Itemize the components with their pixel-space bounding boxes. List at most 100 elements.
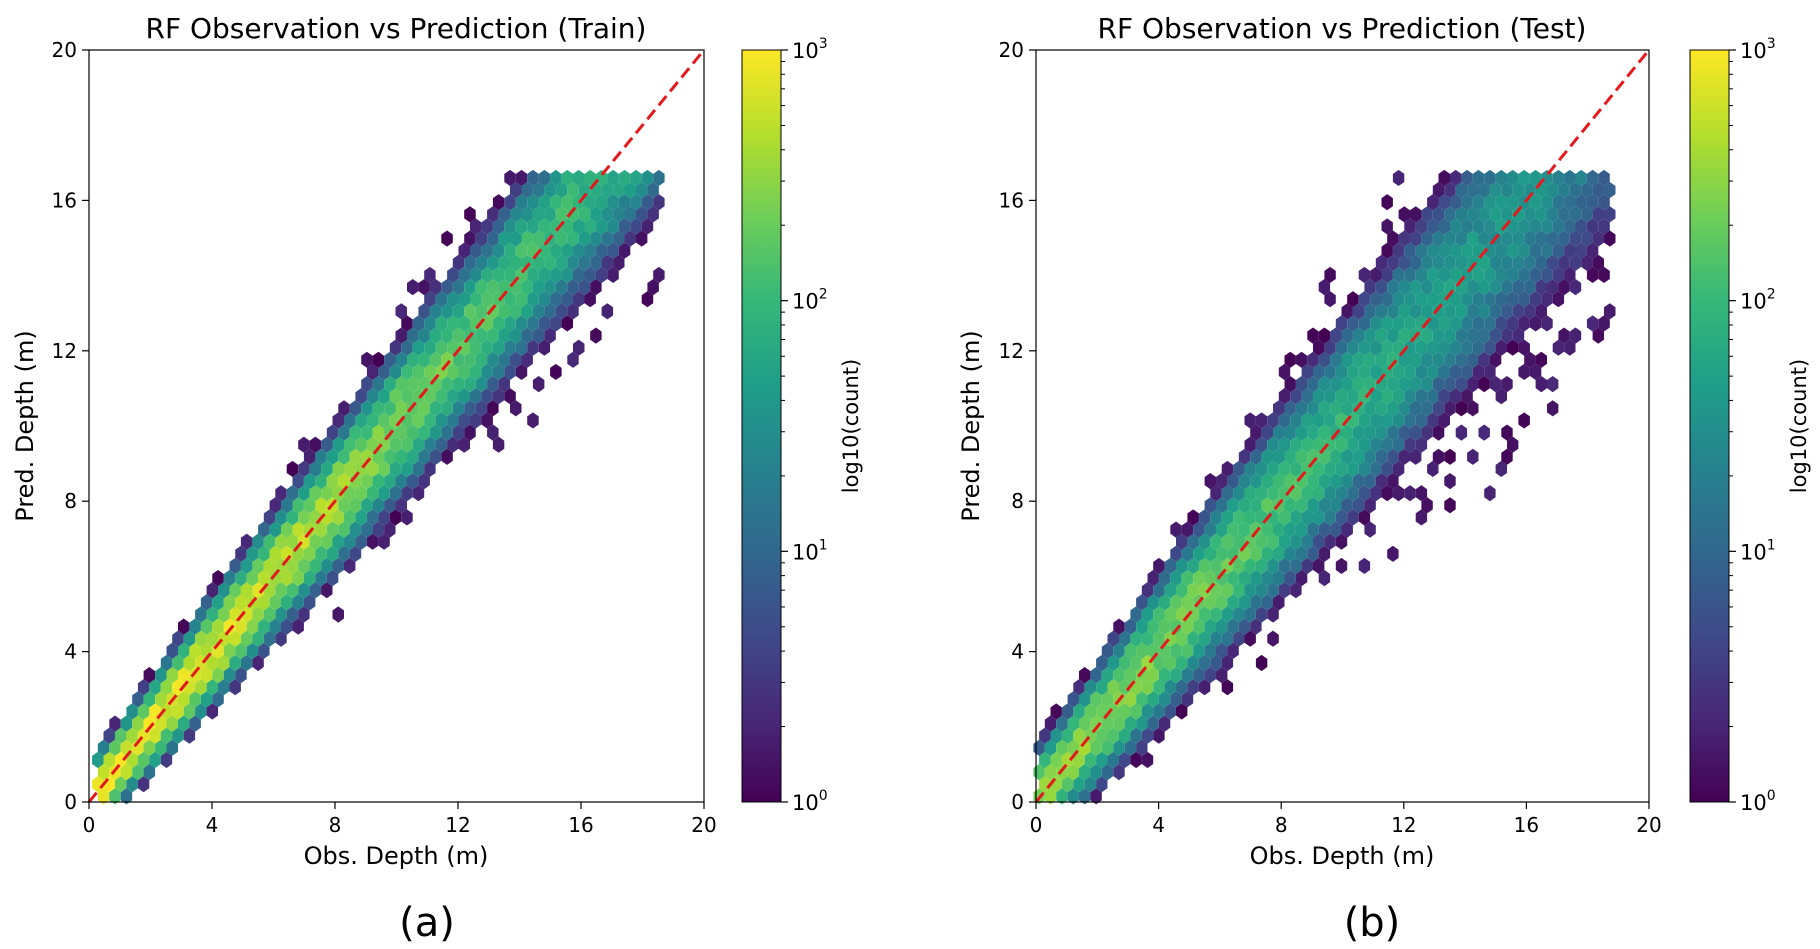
hexbin-cell (1364, 424, 1376, 441)
hexbin-cell (252, 533, 264, 550)
hexbin-cell (275, 606, 287, 623)
hexbin-cell (527, 266, 539, 283)
hexbin-cell (487, 327, 499, 344)
hexbin-cell (1592, 327, 1604, 344)
hexbin-cell (1461, 169, 1473, 186)
hexbin-cell (326, 570, 339, 587)
hexbin-cell (137, 703, 150, 720)
hexbin-cell (361, 400, 373, 417)
hexbin-cell (1592, 230, 1604, 247)
hexbin-cell (447, 412, 459, 429)
hexbin-cell (510, 400, 522, 417)
hexbin-cell (1244, 606, 1256, 623)
hexbin-cell (252, 557, 264, 574)
hexbin-cell (1255, 485, 1268, 502)
hexbin-cell (292, 594, 304, 611)
hexbin-cell (1381, 436, 1393, 453)
hexbin-cell (1307, 400, 1319, 417)
hexbin-cell (1307, 327, 1319, 344)
hexbin-cell (1529, 242, 1542, 259)
hexbin-cell (1061, 727, 1074, 744)
hexbin-cell (1221, 460, 1234, 477)
hexbin-cell (1347, 388, 1359, 405)
y-tick-label: 12 (52, 339, 77, 363)
hexbin-cell (532, 230, 545, 247)
hexbin-cell (269, 618, 281, 635)
hexbin-cell (1404, 315, 1416, 332)
hexbin-cell (458, 436, 470, 453)
hexbin-cell (332, 606, 344, 623)
hexbin-cell (1061, 751, 1074, 769)
hexbin-cell (1352, 424, 1365, 441)
hexbin-cell (1558, 206, 1570, 223)
hexbin-cell (532, 376, 545, 393)
hexbin-cell (1210, 509, 1222, 526)
hexbin-cell (332, 557, 344, 574)
hexbin-cell (189, 691, 201, 708)
hexbin-cell (1501, 424, 1513, 441)
hexbin-cell (1472, 266, 1485, 283)
hexbin-cell (97, 739, 110, 756)
hexbin-cell (1392, 242, 1405, 259)
hexbin-cell (1467, 303, 1479, 320)
hexbin-cell (384, 497, 396, 514)
hexbin-cell (1375, 254, 1388, 271)
hexbin-cell (1586, 266, 1599, 283)
hexbin-cell (435, 412, 448, 429)
hexbin-cell (361, 424, 373, 441)
hexbin-cell (464, 303, 476, 320)
hexbin-cell (1170, 691, 1182, 708)
hexbin-cell (1335, 436, 1348, 453)
hexbin-cell (1044, 764, 1057, 781)
hexbin-cell (1495, 169, 1507, 186)
hexbin-cell (1250, 497, 1262, 514)
colorbar (741, 49, 782, 803)
hexbin-cell (275, 630, 287, 647)
hexbin-cell (1495, 291, 1507, 308)
hexbin-cell (1444, 473, 1456, 490)
hexbin-cell (1432, 376, 1445, 393)
hexbin-cell (515, 218, 528, 235)
hexbin-cell (1341, 351, 1353, 368)
hexbin-cell (1438, 315, 1450, 332)
hexbin-cell (183, 727, 196, 744)
hexbin-cell (1484, 291, 1496, 308)
hexbin-cell (1398, 400, 1410, 417)
hexbin-cell (624, 182, 636, 199)
hexbin-cell (155, 739, 167, 756)
hexbin-cell (378, 460, 390, 477)
hexbin-cell (498, 230, 510, 247)
hexbin-cell (258, 570, 270, 587)
hexbin-cell (1358, 266, 1371, 283)
hexbin-cell (1392, 460, 1405, 477)
hexbin-cell (550, 315, 562, 332)
hexbin-cell (487, 230, 499, 247)
hexbin-cell (498, 376, 510, 393)
y-tick-label: 8 (1011, 489, 1024, 513)
hexbin-cell (487, 254, 499, 271)
hexbin-cell (384, 473, 396, 490)
hexbin-cell (286, 557, 299, 574)
hexbin-cell (1398, 279, 1410, 296)
hexbin-cell (349, 448, 362, 465)
hexbin-cell (223, 594, 236, 611)
hexbin-cell (1193, 642, 1205, 659)
hexbin-cell (1364, 327, 1376, 344)
hexbin-cell (1233, 485, 1245, 502)
hexbin-cell (1073, 727, 1085, 744)
hexbin-cell (1489, 327, 1502, 344)
hexbin-cell (1341, 327, 1353, 344)
hexbin-cell (1267, 582, 1279, 599)
hexbin-cell (189, 715, 201, 732)
hexbin-cell (1364, 521, 1376, 538)
hexbin-cell (1432, 279, 1445, 296)
colorbar-tick-label: 103 (792, 36, 828, 63)
hexbin-cell (269, 497, 281, 514)
hexbin-cell (246, 545, 259, 562)
x-tick-label: 8 (329, 813, 342, 837)
hexbin-cell (1518, 291, 1530, 308)
hexbin-cell (1067, 715, 1079, 732)
hexbin-cell (132, 764, 144, 781)
hexbin-cell (303, 497, 316, 514)
hexbin-cell (1421, 254, 1433, 271)
